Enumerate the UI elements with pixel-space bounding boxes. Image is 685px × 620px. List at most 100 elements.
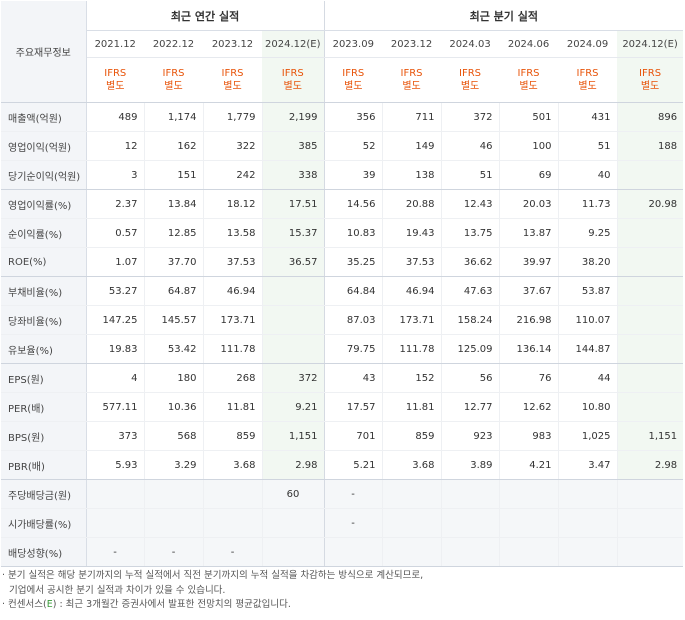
period-header: 2024.06	[499, 30, 559, 58]
table-cell: 923	[440, 421, 500, 451]
table-cell: 13.87	[498, 218, 559, 248]
table-cell: 46.94	[202, 276, 262, 306]
table-cell: 3.89	[440, 450, 500, 480]
footnotes: · 분기 실적은 해당 분기까지의 누적 실적에서 직전 분기까지의 누적 실적…	[2, 569, 682, 613]
table-cell: 144.87	[557, 334, 618, 364]
period-header: 2024.03	[441, 30, 500, 58]
header-label: 주요재무정보	[1, 1, 87, 103]
table-cell: 20.03	[498, 189, 559, 219]
table-cell: 19.83	[85, 334, 144, 364]
consensus-e-mark: E	[46, 599, 53, 610]
row-label: BPS(원)	[1, 421, 87, 451]
table-cell: 0.57	[85, 218, 144, 248]
table-cell	[498, 508, 559, 538]
table-cell	[261, 537, 325, 567]
table-cell: 44	[557, 363, 618, 393]
table-cell: 10.36	[143, 392, 203, 422]
table-row: ROE(%) 1.07 37.70 37.53 36.57 35.25 37.53 36.62…	[1, 247, 684, 277]
table-cell: 859	[381, 421, 442, 451]
table-cell	[616, 218, 684, 248]
table-cell: 12	[85, 131, 144, 161]
table-cell: 51	[557, 131, 618, 161]
basis-header: IFRS 별도	[441, 57, 500, 103]
table-cell: 4.21	[498, 450, 559, 480]
financial-summary-table: 주요재무정보 최근 연간 실적 최근 분기 실적 2021.12 2022.12 2…	[1, 1, 684, 567]
table-cell: 1,151	[616, 421, 684, 451]
table-row: 영업이익률(%) 2.37 13.84 18.12 17.51 14.56 20.88 12.…	[1, 189, 684, 219]
table-cell: 12.43	[440, 189, 500, 219]
table-row: 유보율(%) 19.83 53.42 111.78 79.75 111.78 125.09 1…	[1, 334, 684, 364]
table-cell	[143, 479, 203, 509]
table-cell: 3.47	[557, 450, 618, 480]
table-cell	[440, 479, 500, 509]
table-row: 주당배당금(원) 60-	[1, 479, 684, 509]
table-cell: 53.42	[143, 334, 203, 364]
table-cell: 40	[557, 160, 618, 190]
table-row: 부채비율(%) 53.27 64.87 46.94 64.84 46.94 47.63 37.…	[1, 276, 684, 306]
footnote-line-2: 기업에서 공시한 분기 실적과 차이가 있을 수 있습니다.	[9, 584, 226, 596]
table-cell: 1,779	[202, 102, 262, 132]
table-cell: 162	[143, 131, 203, 161]
table-cell	[616, 276, 684, 306]
row-label: 배당성향(%)	[1, 537, 87, 567]
table-cell: 1,025	[557, 421, 618, 451]
table-cell: 39	[323, 160, 383, 190]
basis-header: IFRS 별도	[323, 57, 383, 103]
table-cell: 701	[323, 421, 383, 451]
table-cell: 11.81	[381, 392, 442, 422]
table-cell: 18.12	[202, 189, 262, 219]
annual-section-title: 최근 연간 실적	[86, 1, 325, 31]
table-cell	[616, 479, 684, 509]
table-cell: 1,174	[143, 102, 203, 132]
table-cell: 46	[440, 131, 500, 161]
table-cell: 19.43	[381, 218, 442, 248]
table-cell	[85, 479, 144, 509]
table-cell	[202, 508, 262, 538]
table-cell	[557, 479, 618, 509]
table-cell: 76	[498, 363, 559, 393]
table-cell: 859	[202, 421, 262, 451]
table-cell: 145.57	[143, 305, 203, 335]
table-cell: 489	[85, 102, 144, 132]
table-cell: 568	[143, 421, 203, 451]
table-cell: 338	[261, 160, 325, 190]
basis-header: IFRS 별도	[203, 57, 262, 103]
table-cell	[616, 392, 684, 422]
table-cell: 53.87	[557, 276, 618, 306]
table-cell: 2.98	[616, 450, 684, 480]
table-row: PER(배) 577.11 10.36 11.81 9.21 17.57 11.81 12.7…	[1, 392, 684, 422]
period-header: 2023.09	[323, 30, 383, 58]
table-cell	[616, 305, 684, 335]
basis-header: IFRS 별도	[144, 57, 203, 103]
table-cell: 37.53	[381, 247, 442, 277]
table-cell	[85, 508, 144, 538]
table-cell: 37.70	[143, 247, 203, 277]
table-cell: 52	[323, 131, 383, 161]
table-cell: 173.71	[202, 305, 262, 335]
row-label: 시가배당률(%)	[1, 508, 87, 538]
table-cell: 242	[202, 160, 262, 190]
table-cell: 111.78	[381, 334, 442, 364]
table-cell: 3	[85, 160, 144, 190]
table-cell: 37.67	[498, 276, 559, 306]
table-cell: 17.51	[261, 189, 325, 219]
table-cell	[557, 537, 618, 567]
table-cell	[616, 363, 684, 393]
table-cell: 268	[202, 363, 262, 393]
basis-header: IFRS 별도	[499, 57, 559, 103]
table-row: EPS(원) 4 180 268 372 43 152 56 76 44	[1, 363, 684, 393]
table-cell: 11.81	[202, 392, 262, 422]
table-cell: 20.98	[616, 189, 684, 219]
table-cell: 149	[381, 131, 442, 161]
table-cell: 46.94	[381, 276, 442, 306]
table-cell: 13.58	[202, 218, 262, 248]
table-cell: 60	[261, 479, 325, 509]
table-cell: 173.71	[381, 305, 442, 335]
table-cell: 15.37	[261, 218, 325, 248]
table-cell	[323, 537, 383, 567]
table-cell: 69	[498, 160, 559, 190]
table-row: 시가배당률(%) -	[1, 508, 684, 538]
table-cell	[557, 508, 618, 538]
table-cell	[440, 537, 500, 567]
table-cell	[381, 508, 442, 538]
